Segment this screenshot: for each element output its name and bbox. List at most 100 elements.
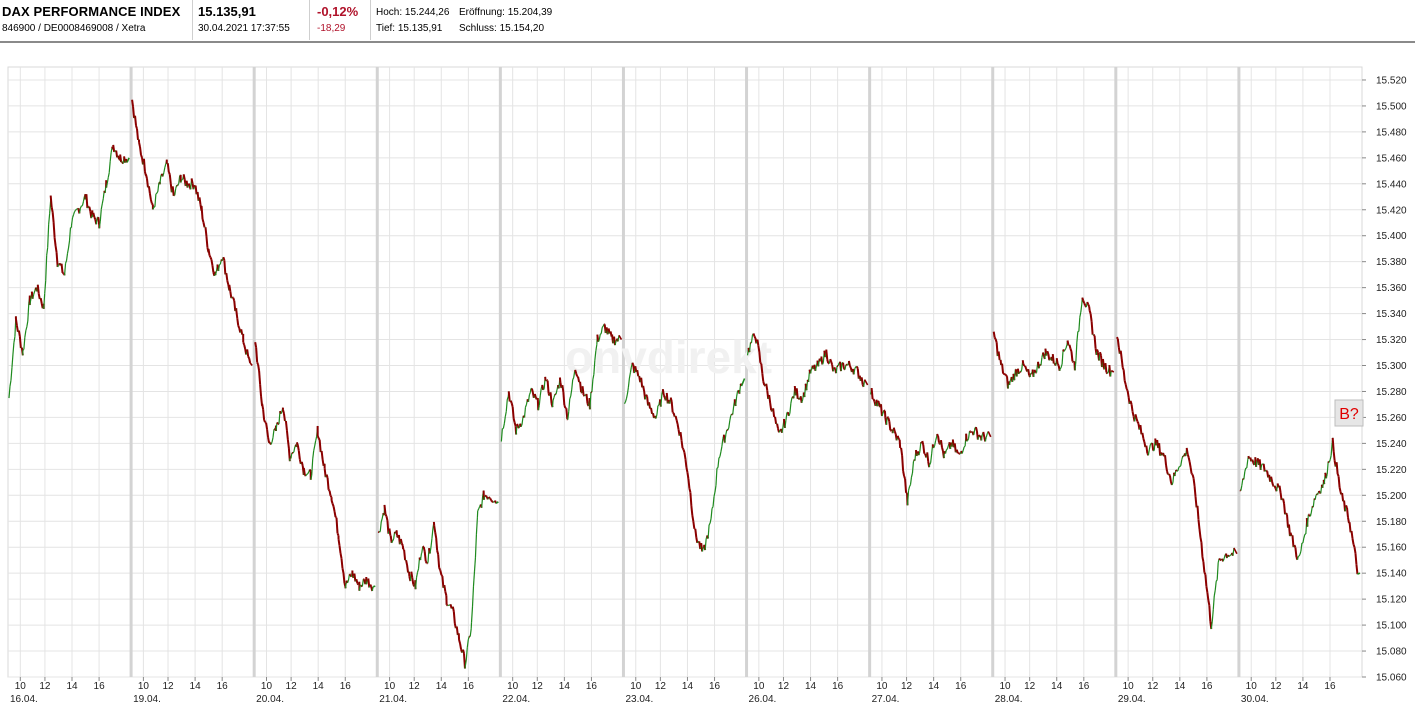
series-down-segment bbox=[772, 408, 776, 417]
y-tick-label: 15.460 bbox=[1376, 153, 1407, 164]
series-down-segment bbox=[936, 433, 939, 437]
series-down-segment bbox=[1124, 384, 1128, 390]
series-down-segment bbox=[406, 564, 410, 573]
series-down-segment bbox=[563, 404, 567, 409]
series-up-segment bbox=[909, 477, 913, 485]
series-down-segment bbox=[661, 389, 665, 396]
series-down-segment bbox=[190, 178, 194, 184]
series-up-segment bbox=[466, 639, 469, 648]
x-hour-label: 16 bbox=[217, 681, 229, 692]
series-down-segment bbox=[896, 435, 900, 440]
x-hour-label: 14 bbox=[1297, 681, 1309, 692]
series-down-segment bbox=[921, 440, 925, 446]
series-down-segment bbox=[941, 447, 944, 452]
series-up-segment bbox=[1063, 349, 1066, 352]
series-down-segment bbox=[341, 567, 345, 574]
series-up-segment bbox=[598, 334, 601, 340]
series-up-segment bbox=[391, 540, 394, 544]
series-up-segment bbox=[1179, 465, 1182, 467]
series-down-segment bbox=[1335, 462, 1339, 474]
x-hour-label: 16 bbox=[1201, 681, 1213, 692]
series-down-segment bbox=[338, 545, 342, 554]
x-hour-label: 10 bbox=[876, 681, 888, 692]
series-up-segment bbox=[625, 393, 628, 399]
series-down-segment bbox=[887, 417, 891, 422]
series-down-segment bbox=[509, 400, 513, 404]
series-down-segment bbox=[167, 171, 171, 175]
series-down-segment bbox=[1193, 485, 1197, 497]
series-down-segment bbox=[1005, 374, 1008, 377]
series-up-segment bbox=[725, 429, 728, 435]
series-up-segment bbox=[713, 491, 716, 497]
series-up-segment bbox=[106, 177, 109, 184]
series-up-segment bbox=[12, 342, 15, 355]
series-down-segment bbox=[15, 325, 19, 332]
series-up-segment bbox=[311, 458, 314, 476]
series-up-segment bbox=[164, 163, 167, 168]
x-hour-label: 12 bbox=[1147, 681, 1159, 692]
series-down-segment bbox=[308, 469, 312, 472]
x-hour-label: 14 bbox=[682, 681, 694, 692]
series-down-segment bbox=[384, 513, 388, 517]
series-down-segment bbox=[198, 197, 202, 205]
series-up-segment bbox=[601, 325, 604, 328]
price-chart[interactable]: onvdirekt 15.060 15.080 15.100 15.120 15.140… bbox=[0, 43, 1415, 707]
series-down-segment bbox=[670, 401, 674, 413]
series-down-segment bbox=[449, 604, 453, 609]
series-down-segment bbox=[1185, 447, 1189, 455]
series-down-segment bbox=[1168, 475, 1172, 483]
series-up-segment bbox=[710, 508, 713, 519]
x-hour-label: 14 bbox=[190, 681, 202, 692]
series-down-segment bbox=[511, 406, 515, 419]
x-hour-label: 10 bbox=[999, 681, 1011, 692]
x-hour-label: 12 bbox=[1270, 681, 1282, 692]
series-down-segment bbox=[1191, 474, 1195, 479]
series-up-segment bbox=[701, 547, 704, 552]
series-down-segment bbox=[327, 489, 331, 492]
series-up-segment bbox=[310, 475, 313, 480]
x-hour-label: 16 bbox=[340, 681, 352, 692]
signal-badge-label: B? bbox=[1339, 406, 1359, 423]
series-up-segment bbox=[594, 350, 597, 361]
series-down-segment bbox=[400, 543, 404, 546]
series-down-segment bbox=[662, 394, 666, 398]
series-down-segment bbox=[202, 222, 206, 228]
series-down-segment bbox=[1353, 547, 1357, 554]
x-hour-label: 16 bbox=[1078, 681, 1090, 692]
series-up-segment bbox=[944, 449, 947, 454]
series-up-segment bbox=[32, 294, 35, 299]
series-down-segment bbox=[246, 349, 250, 357]
series-up-segment bbox=[708, 522, 711, 526]
series-down-segment bbox=[268, 441, 271, 444]
series-down-segment bbox=[458, 639, 462, 644]
series-down-segment bbox=[140, 154, 143, 158]
series-up-segment bbox=[1018, 371, 1021, 375]
series-down-segment bbox=[333, 511, 337, 518]
series-down-segment bbox=[209, 256, 213, 260]
series-down-segment bbox=[830, 361, 834, 366]
header-rule bbox=[0, 41, 1415, 43]
series-up-segment bbox=[523, 407, 527, 418]
series-down-segment bbox=[236, 318, 240, 326]
signal-badge[interactable]: B? bbox=[1334, 399, 1364, 427]
series-down-segment bbox=[683, 452, 687, 460]
series-down-segment bbox=[1348, 522, 1352, 533]
series-down-segment bbox=[1087, 303, 1091, 308]
series-down-segment bbox=[51, 212, 55, 223]
series-down-segment bbox=[512, 418, 516, 423]
series-up-segment bbox=[1106, 371, 1109, 374]
y-tick-label: 15.240 bbox=[1376, 439, 1407, 450]
series-down-segment bbox=[1041, 352, 1045, 357]
series-up-segment bbox=[571, 379, 574, 390]
series-up-segment bbox=[840, 362, 843, 372]
series-down-segment bbox=[533, 393, 537, 398]
series-down-segment bbox=[1130, 404, 1134, 412]
series-down-segment bbox=[204, 227, 208, 237]
series-down-segment bbox=[1197, 519, 1201, 530]
series-down-segment bbox=[585, 393, 589, 404]
series-up-segment bbox=[65, 253, 69, 261]
series-up-segment bbox=[419, 553, 423, 561]
series-down-segment bbox=[399, 538, 403, 544]
series-down-segment bbox=[795, 388, 799, 400]
series-down-segment bbox=[134, 115, 138, 126]
